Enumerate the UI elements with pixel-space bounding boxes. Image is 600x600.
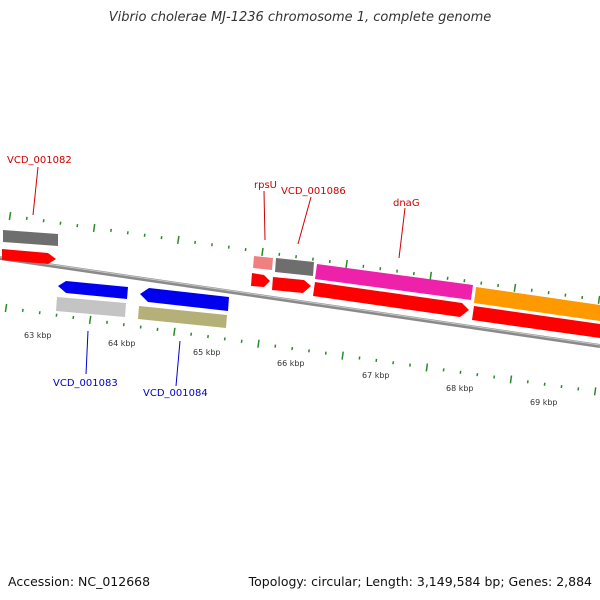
outer-tick-ring (8, 211, 600, 304)
cds-VCD_001084[interactable] (140, 288, 229, 311)
outer-tick (513, 283, 517, 292)
chromosome-backbone-highlight (0, 256, 600, 346)
inner-tick (493, 375, 496, 379)
inner-tick (509, 375, 513, 384)
inner-tick (341, 351, 344, 360)
gene-features (2, 230, 600, 338)
outer-tick (8, 211, 12, 221)
inner-tick (190, 332, 193, 336)
cds-next-red[interactable] (472, 306, 600, 338)
outer-tick (92, 223, 96, 233)
outer-tick (429, 271, 433, 281)
scale-label-65: 65 kbp (193, 348, 221, 357)
chromosome-backbone (0, 256, 600, 348)
inner-tick (257, 339, 260, 348)
genome-stats-text: Topology: circular; Length: 3,149,584 bp… (248, 574, 592, 589)
accession-text: Accession: NC_012668 (8, 574, 151, 589)
inner-tick (240, 339, 243, 343)
genome-title: Vibrio cholerae MJ-1236 chromosome 1, co… (108, 10, 492, 25)
gene-label-VCD_001083[interactable]: VCD_001083 (53, 378, 118, 389)
gene-rpsU[interactable] (253, 256, 273, 270)
gene-label-VCD_001082[interactable]: VCD_001082 (7, 155, 72, 166)
inner-tick (88, 315, 92, 325)
inner-tick (173, 327, 176, 336)
gene-next-orange[interactable] (474, 287, 600, 321)
gene-VCD_001084[interactable] (138, 306, 227, 328)
inner-tick (425, 363, 429, 372)
outer-tick (176, 235, 180, 245)
cds-VCD_001083[interactable] (58, 281, 128, 299)
cds-dnaG[interactable] (313, 282, 469, 317)
cds-VCD_001082[interactable] (2, 249, 56, 264)
scale-label-69: 69 kbp (530, 398, 558, 407)
outer-tick (143, 233, 146, 237)
cds-rpsU[interactable] (251, 273, 270, 287)
inner-tick (543, 382, 546, 386)
inner-tick (4, 303, 8, 313)
scale-label-66: 66 kbp (277, 359, 305, 368)
inner-tick (392, 361, 395, 365)
gene-VCD_001083[interactable] (56, 297, 126, 317)
gene-label-rpsU[interactable]: rpsU (254, 180, 277, 191)
gene-label-VCD_001084[interactable]: VCD_001084 (143, 388, 208, 399)
gene-name-labels: VCD_001082 rpsU VCD_001086 dnaG VCD_0010… (7, 155, 420, 399)
inner-tick (291, 346, 294, 351)
scale-label-63: 63 kbp (24, 331, 52, 340)
outer-tick (597, 295, 600, 304)
outer-tick (42, 219, 45, 223)
scale-label-67: 67 kbp (362, 371, 390, 380)
cds-VCD_001086[interactable] (272, 277, 311, 293)
scale-label-64: 64 kbp (108, 339, 136, 348)
gene-label-VCD_001086[interactable]: VCD_001086 (281, 186, 346, 197)
scale-label-68: 68 kbp (446, 384, 474, 393)
outer-tick (261, 247, 264, 257)
scale-labels: 63 kbp 64 kbp 65 kbp 66 kbp 67 kbp 68 kb… (24, 331, 558, 407)
gene-dnaG[interactable] (315, 264, 473, 300)
inner-tick (442, 368, 445, 372)
outer-tick (345, 259, 348, 269)
label-leaders (32, 166, 406, 387)
gene-VCD_001086[interactable] (275, 258, 314, 276)
gene-label-dnaG[interactable]: dnaG (393, 198, 420, 209)
outer-tick (311, 257, 314, 261)
outer-tick (530, 288, 533, 292)
gene-VCD_001082[interactable] (3, 230, 58, 246)
inner-tick-ring (4, 303, 597, 396)
inner-tick (593, 387, 597, 396)
outer-tick (480, 281, 483, 285)
